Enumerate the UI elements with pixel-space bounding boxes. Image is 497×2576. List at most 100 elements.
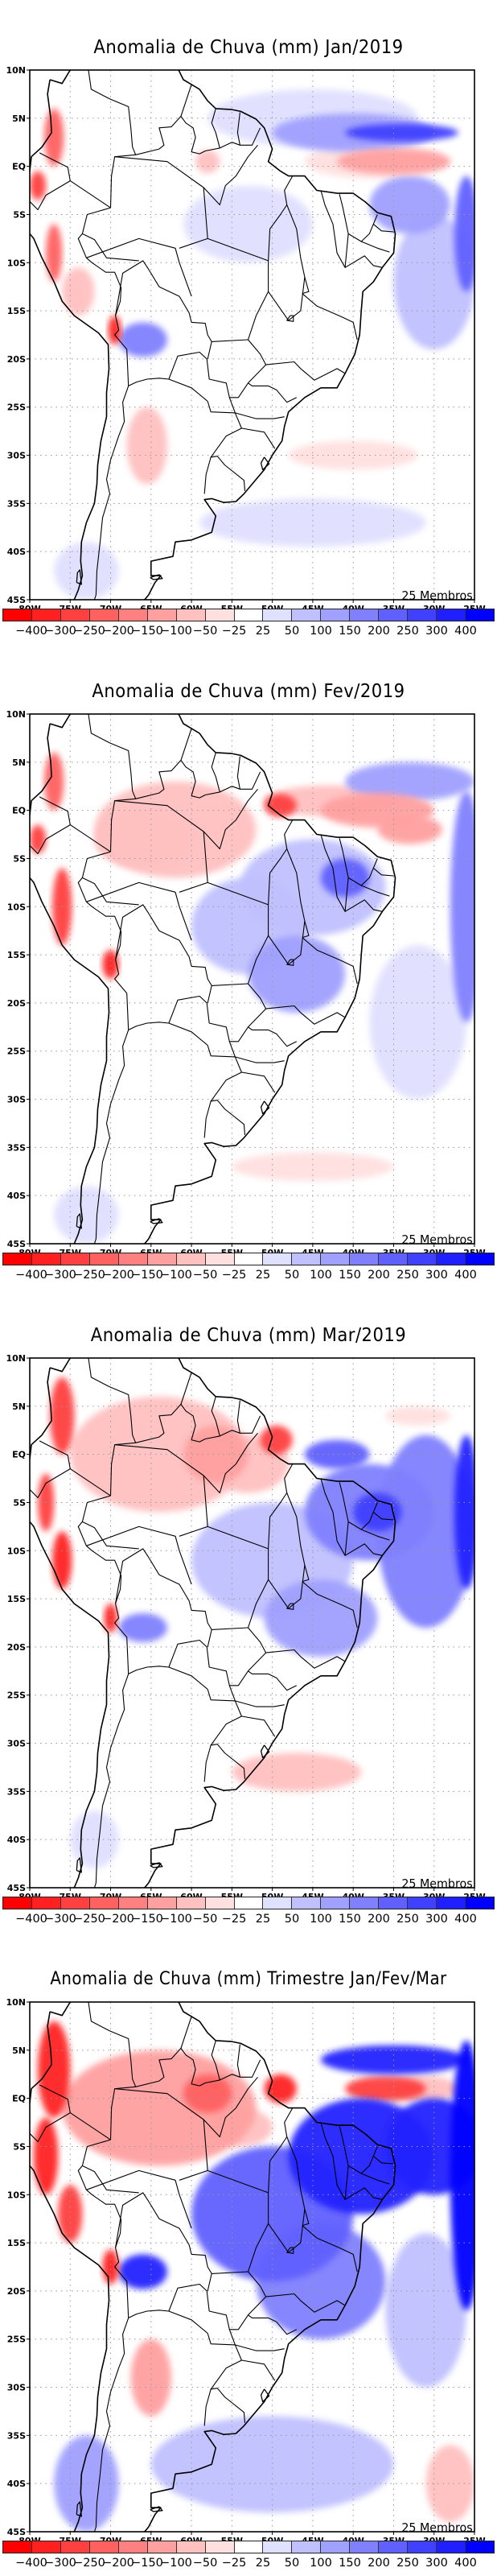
colorbar-label: −150 bbox=[131, 2557, 163, 2570]
positive-anomaly bbox=[345, 123, 458, 142]
political-border bbox=[93, 386, 129, 600]
political-border bbox=[207, 1525, 269, 1580]
colorbar-label: 250 bbox=[396, 1269, 419, 1282]
coastline-west bbox=[30, 1367, 110, 1888]
positive-anomaly bbox=[345, 762, 474, 801]
colorbar-swatch bbox=[466, 1253, 494, 1265]
political-border bbox=[82, 877, 139, 906]
colorbar-swatch bbox=[466, 609, 494, 621]
political-border bbox=[268, 819, 294, 905]
negative-anomaly bbox=[30, 824, 47, 854]
anomaly-field bbox=[30, 2002, 474, 2532]
colorbar-label: 200 bbox=[368, 625, 390, 638]
colorbar-label: 100 bbox=[310, 1269, 332, 1282]
political-border bbox=[286, 2136, 310, 2227]
political-border bbox=[286, 1492, 310, 1583]
negative-anomaly bbox=[94, 810, 192, 869]
colorbar-labels: −400 −300 −250 −200 −150 −100 −50 −25 25 50 100 150… bbox=[0, 2557, 497, 2573]
island-outline bbox=[260, 1100, 270, 1115]
political-border bbox=[302, 293, 358, 341]
negative-anomaly bbox=[320, 793, 434, 828]
political-border bbox=[268, 175, 294, 261]
island-outline bbox=[76, 1857, 82, 1873]
anomaly-map: 80W75W70W65W60W55W50W45W40W35W30W25W10N5… bbox=[6, 1997, 485, 2546]
colorbar-swatch bbox=[437, 1253, 466, 1265]
coastline-west bbox=[30, 723, 110, 1244]
coastline-east bbox=[49, 714, 396, 1244]
negative-anomaly bbox=[70, 1396, 249, 1513]
island-outline bbox=[150, 1218, 163, 1224]
political-border bbox=[347, 1502, 378, 1530]
political-border bbox=[168, 1022, 236, 1058]
colorbar-swatch bbox=[379, 1253, 409, 1265]
positive-anomaly bbox=[450, 791, 474, 1022]
colorbar bbox=[2, 1253, 495, 1265]
map-outlines bbox=[30, 2002, 396, 2532]
political-border bbox=[372, 867, 394, 877]
political-border bbox=[115, 1548, 212, 1648]
political-border bbox=[211, 108, 220, 149]
negative-anomaly bbox=[38, 2021, 71, 2118]
colorbar-swatch bbox=[205, 1253, 235, 1265]
y-tick-label: 20S bbox=[7, 2286, 26, 2297]
colorbar-label: 400 bbox=[454, 1913, 477, 1926]
colorbar-swatch bbox=[437, 1897, 466, 1909]
colorbar-swatch bbox=[408, 2541, 437, 2553]
y-tick-label: 25S bbox=[7, 402, 26, 413]
political-border bbox=[86, 2169, 192, 2229]
colorbar-swatch bbox=[350, 609, 380, 621]
political-border bbox=[39, 1440, 111, 1496]
colorbar-label: 200 bbox=[368, 2557, 390, 2570]
y-tick-label: 10N bbox=[6, 65, 26, 76]
political-border bbox=[88, 1358, 137, 1496]
colorbar-swatch bbox=[31, 2541, 61, 2553]
colorbar-label: −300 bbox=[44, 2557, 76, 2570]
colorbar-swatch bbox=[147, 2541, 177, 2553]
colorbar-label: −300 bbox=[44, 1269, 76, 1282]
map-outlines bbox=[30, 70, 396, 600]
colorbar-label: −200 bbox=[102, 2557, 134, 2570]
colorbar-swatch bbox=[379, 609, 409, 621]
colorbar-label: −300 bbox=[44, 625, 76, 638]
colorbar-label: −400 bbox=[15, 1913, 47, 1926]
political-border bbox=[229, 382, 249, 398]
colorbar-swatch bbox=[408, 609, 437, 621]
political-border bbox=[344, 1543, 383, 1556]
political-border bbox=[344, 255, 383, 268]
negative-anomaly bbox=[260, 1425, 293, 1455]
colorbar-swatch bbox=[60, 1897, 90, 1909]
colorbar-label: 300 bbox=[425, 625, 448, 638]
colorbar-label: −250 bbox=[73, 1269, 105, 1282]
colorbar-label: −400 bbox=[15, 2557, 47, 2570]
colorbar-label: 150 bbox=[339, 1913, 361, 1926]
political-border bbox=[135, 1404, 182, 1443]
island-outline bbox=[260, 2388, 270, 2403]
political-border bbox=[372, 2155, 394, 2165]
colorbar-label: −200 bbox=[102, 625, 134, 638]
political-border bbox=[77, 207, 246, 491]
anomaly-map: 80W75W70W65W60W55W50W45W40W35W30W25W10N5… bbox=[6, 709, 485, 1258]
panel-title: Anomalia de Chuva (mm) Trimestre Jan/Fev… bbox=[50, 1969, 447, 1989]
political-border bbox=[180, 1372, 261, 1443]
colorbar-label: −200 bbox=[102, 1269, 134, 1282]
colorbar-swatch bbox=[147, 609, 177, 621]
y-tick-label: 10S bbox=[7, 902, 26, 912]
political-border bbox=[77, 1495, 246, 1779]
y-tick-label: 10N bbox=[6, 709, 26, 720]
political-border bbox=[135, 760, 182, 799]
negative-anomaly bbox=[62, 2050, 257, 2166]
colorbar-label: 50 bbox=[284, 1913, 300, 1926]
colorbar-swatch bbox=[118, 1897, 148, 1909]
political-border bbox=[360, 2173, 390, 2185]
coastline-west bbox=[30, 2011, 110, 2532]
colorbar-label: 150 bbox=[339, 1269, 361, 1282]
island-outline bbox=[150, 574, 163, 580]
colorbar-swatch bbox=[89, 2541, 119, 2553]
colorbar-label: −250 bbox=[73, 625, 105, 638]
y-tick-label: 30S bbox=[7, 1739, 26, 1749]
colorbar-label: 50 bbox=[284, 625, 300, 638]
political-border bbox=[235, 412, 285, 419]
map-outlines bbox=[30, 1358, 396, 1888]
anomaly-field bbox=[30, 714, 474, 1244]
colorbar-label: −50 bbox=[192, 2557, 218, 2570]
